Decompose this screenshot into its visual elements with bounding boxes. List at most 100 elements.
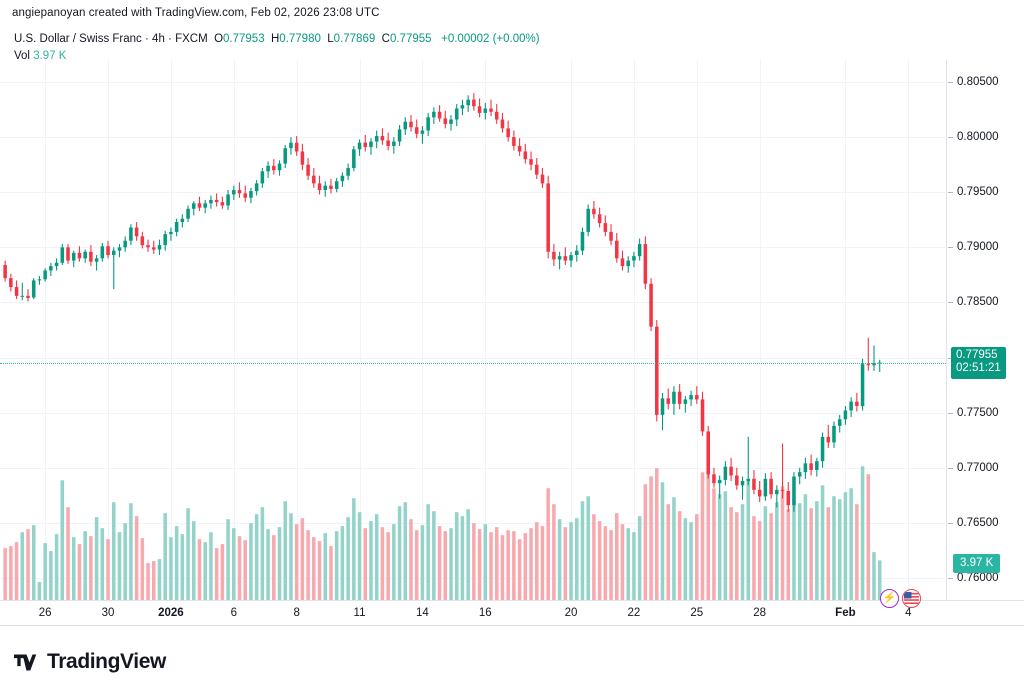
- legend-sep-2: ·: [164, 33, 176, 45]
- volume-bar: [169, 537, 173, 600]
- volume-bar: [409, 519, 413, 600]
- candle-body: [197, 203, 202, 208]
- candle-body: [597, 214, 602, 224]
- volume-bar: [557, 519, 562, 600]
- volume-bar: [357, 512, 362, 600]
- legend-open-value: 0.77953: [223, 33, 265, 45]
- volume-bar: [157, 559, 162, 600]
- candle-body: [432, 111, 436, 118]
- volume-bar: [700, 472, 705, 600]
- chart-corner-icons: ⚡: [880, 589, 921, 608]
- volume-bar: [809, 508, 813, 600]
- time-axis-tick: 20: [564, 607, 578, 619]
- legend-symbol[interactable]: U.S. Dollar / Swiss Franc: [14, 33, 142, 45]
- candle-body: [186, 208, 190, 219]
- volume-bar: [723, 491, 728, 600]
- candle-body: [323, 185, 328, 191]
- candle-body: [306, 164, 310, 176]
- candle-body: [786, 490, 791, 506]
- candle-body: [574, 250, 579, 256]
- legend-change-value: +0.00002 (+0.00%): [441, 33, 540, 45]
- volume-bar: [129, 503, 133, 600]
- volume-bar: [71, 537, 76, 600]
- price-axis-tick: 0.80500: [948, 76, 999, 88]
- us-flag-glyph: [904, 591, 919, 606]
- candle-body: [26, 295, 30, 299]
- grid-line-vertical: [633, 60, 635, 600]
- candle-body: [163, 234, 167, 246]
- time-axis-tick: 8: [293, 607, 300, 619]
- volume-bar: [232, 528, 236, 600]
- volume-bar: [26, 529, 30, 600]
- price-tick-dash: [948, 357, 953, 359]
- volume-bar: [226, 519, 230, 600]
- candle-body: [809, 463, 813, 470]
- candle-body: [94, 258, 99, 262]
- candle-body: [683, 399, 688, 404]
- candle-body: [363, 142, 368, 148]
- candle-body: [294, 142, 299, 152]
- tradingview-wordmark: TradingView: [47, 650, 166, 673]
- candle-body: [437, 111, 442, 119]
- volume-bar: [380, 527, 385, 600]
- volume-bar: [666, 504, 670, 600]
- volume-bar: [792, 498, 796, 600]
- time-axis[interactable]: 26 30 2026 6 8 11 14 16 20 22 25 28 Feb 4: [0, 600, 1024, 626]
- candle-body: [872, 363, 876, 366]
- volume-bar: [580, 501, 585, 600]
- legend-high-label: H: [270, 33, 280, 45]
- candle-body: [277, 163, 282, 171]
- price-axis-tick: 0.77000: [948, 462, 999, 474]
- candle-body: [340, 175, 345, 182]
- time-axis-tick: 26: [38, 607, 52, 619]
- candle-body: [740, 480, 745, 486]
- candle-body: [140, 236, 145, 246]
- volume-bar: [643, 484, 648, 600]
- volume-bar: [254, 514, 259, 600]
- candle-body: [860, 364, 865, 407]
- candle-body: [157, 245, 162, 250]
- candle-body: [500, 119, 505, 129]
- time-axis-tick: 25: [690, 607, 704, 619]
- candle-body: [449, 119, 453, 124]
- candle-body: [329, 185, 333, 189]
- price-axis[interactable]: 0.805000.800000.795000.790000.785000.780…: [946, 60, 1024, 600]
- volume-bar: [843, 492, 848, 600]
- candle-body: [546, 183, 550, 252]
- volume-bar: [826, 507, 831, 600]
- candle-body: [111, 250, 116, 256]
- legend-interval[interactable]: 4h: [152, 33, 165, 45]
- volume-bar: [746, 479, 751, 600]
- price-tick-dash: [948, 192, 953, 194]
- grid-line-vertical: [571, 60, 572, 600]
- candle-body: [649, 283, 653, 327]
- volume-bar: [472, 523, 476, 600]
- price-tick-dash: [948, 467, 953, 469]
- volume-bar: [546, 488, 550, 600]
- volume-bar: [512, 531, 516, 600]
- candle-body: [203, 203, 207, 208]
- volume-bar: [300, 518, 305, 600]
- chart-plot-area[interactable]: [0, 60, 946, 600]
- lightning-bolt-icon[interactable]: ⚡: [880, 589, 899, 608]
- candle-body: [849, 401, 853, 411]
- candle-body: [672, 391, 676, 404]
- candle-body: [249, 191, 253, 198]
- volume-value-badge[interactable]: 3.97 K: [953, 554, 1001, 573]
- candle-body: [220, 202, 225, 206]
- candlestick-series: [3, 93, 882, 600]
- volume-bar: [763, 506, 768, 600]
- legend-close-value: 0.77955: [389, 33, 432, 45]
- grid-line-vertical: [908, 60, 910, 600]
- candle-body: [266, 165, 270, 172]
- candle-body: [820, 436, 825, 462]
- candle-body: [60, 247, 65, 263]
- current-price-badge[interactable]: 0.77955 02:51:21: [951, 346, 1006, 379]
- us-flag-icon[interactable]: [902, 589, 921, 608]
- candle-body: [472, 99, 476, 107]
- candle-body: [660, 398, 665, 415]
- candle-body: [655, 326, 659, 415]
- time-axis-tick: 2026: [158, 607, 184, 619]
- candle-body: [386, 140, 390, 146]
